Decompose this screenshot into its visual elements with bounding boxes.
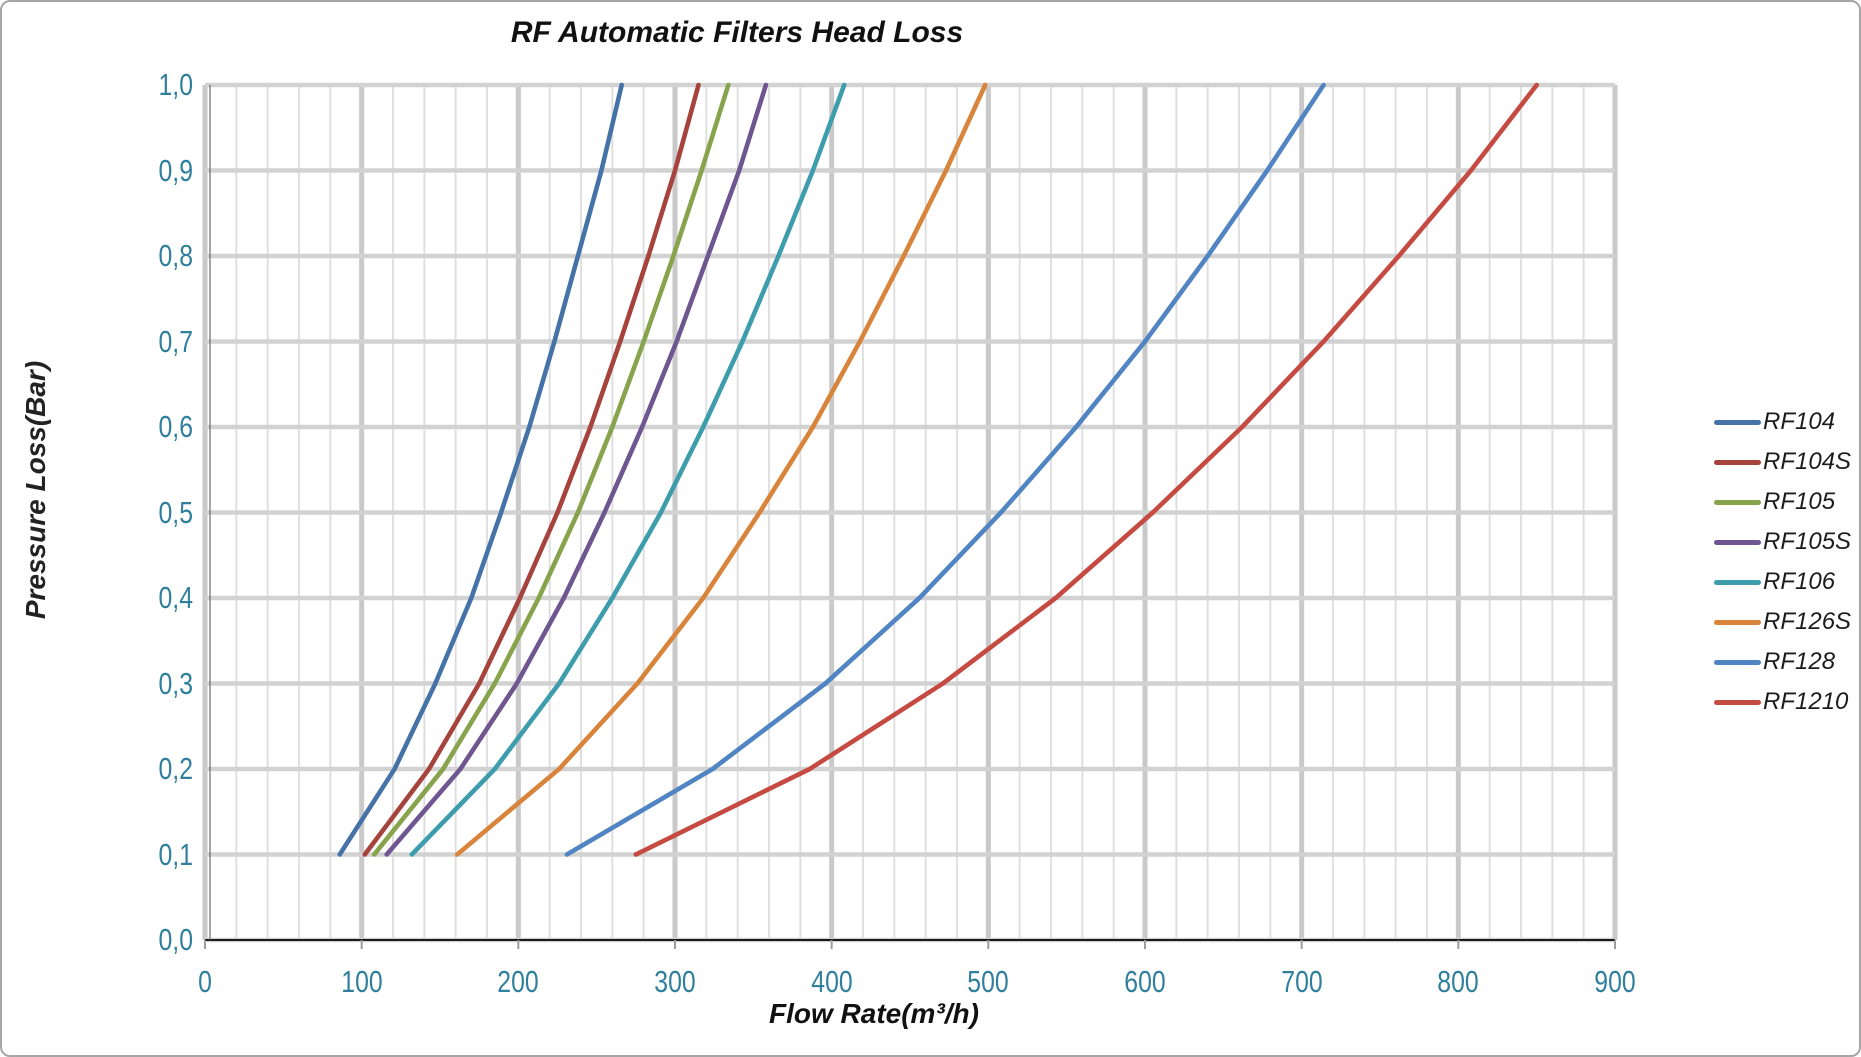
y-tick-label: 0,1 [158,836,193,872]
y-tick-label: 0,6 [158,409,193,444]
y-tick-label: 0,4 [158,580,193,615]
legend-item-RF104: RF104 [1714,402,1851,442]
series-curve-RF1210 [633,82,1539,857]
x-axis-title: Flow Rate(m³/h) [769,998,979,1029]
legend-line-swatch [1714,419,1761,425]
legend-item-RF126S: RF126S [1714,602,1851,642]
x-tick-label: 800 [1437,964,1480,999]
legend-label: RF105S [1763,528,1852,555]
y-tick-label: 0,2 [158,751,193,786]
y-tick-label: 0,7 [158,323,193,359]
y-axis-title: Pressure Loss(Bar) [20,360,51,620]
legend-line-swatch [1714,619,1761,625]
x-tick-label: 900 [1594,964,1636,999]
legend-line-swatch [1714,659,1761,665]
legend-item-RF106: RF106 [1714,562,1851,602]
x-tick-label: 200 [497,964,540,999]
legend-item-RF105: RF105 [1714,482,1851,522]
legend-line-swatch [1714,579,1761,585]
legend-item-RF1210: RF1210 [1714,682,1851,722]
legend-label: RF128 [1763,648,1836,675]
legend-label: RF104S [1763,448,1852,475]
y-tick-label: 1,0 [158,67,193,102]
series-curve-RF104S [362,82,701,857]
legend-label: RF126S [1763,608,1852,635]
legend-item-RF105S: RF105S [1714,522,1851,562]
y-tick-label: 0,9 [158,152,193,188]
legend-item-RF104S: RF104S [1714,442,1851,482]
legend-line-swatch [1714,699,1761,705]
x-tick-label: 400 [810,964,853,999]
plot-svg [202,82,1618,949]
y-tick-label: 0,0 [158,922,193,957]
series-curve-RF106 [409,82,847,857]
legend-label: RF104 [1763,408,1836,435]
series-curve-RF105S [384,82,769,857]
legend-item-RF128: RF128 [1714,642,1851,682]
chart-title: RF Automatic Filters Head Loss [510,16,964,49]
x-tick-label: 500 [967,964,1010,999]
legend-line-swatch [1714,499,1761,505]
y-tick-label: 0,3 [158,665,193,701]
legend-label: RF105 [1763,488,1836,515]
x-tick-label: 100 [340,964,383,999]
x-tick-label: 600 [1124,964,1166,999]
x-tick-label: 0 [198,964,212,999]
series-curve-RF128 [564,82,1326,857]
x-tick-label: 700 [1280,964,1323,999]
legend-line-swatch [1714,459,1761,465]
y-tick-label: 0,8 [158,238,193,273]
legend-label: RF1210 [1763,688,1849,715]
series-curve-RF105 [371,82,731,857]
y-tick-label: 0,5 [158,494,193,530]
legend-line-swatch [1714,539,1761,545]
series-curve-RF126S [454,82,988,857]
legend-label: RF106 [1763,568,1836,595]
series-curve-RF104 [337,82,624,857]
chart-legend: RF104 RF104S RF105 RF105S RF106 RF126S RF128 RF… [1714,402,1851,722]
plot-area [202,82,1618,949]
x-tick-label: 300 [654,964,696,999]
